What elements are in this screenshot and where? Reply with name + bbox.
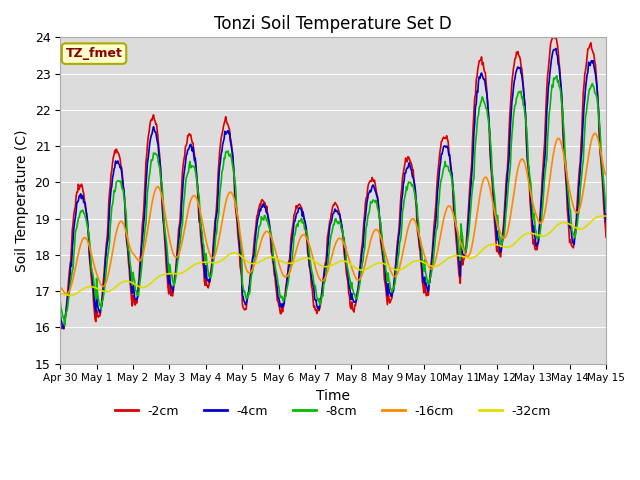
-16cm [67,284,75,290]
-4cm [179,191,186,197]
Legend: -2cm, -4cm, -8cm, -16cm, -32cm: -2cm, -4cm, -8cm, -16cm, -32cm [110,400,556,423]
-8cm [207,274,215,279]
-2cm [207,265,215,271]
Text: TZ_fmet: TZ_fmet [66,47,122,60]
-32cm [66,292,74,298]
-8cm [416,235,424,241]
-2cm [416,248,424,254]
-8cm [179,222,186,228]
Y-axis label: Soil Temperature (C): Soil Temperature (C) [15,129,29,272]
-8cm [56,298,64,303]
-4cm [552,46,560,51]
Line: -8cm: -8cm [60,76,606,325]
-16cm [179,238,186,243]
-8cm [553,73,561,79]
-16cm [416,236,424,242]
-2cm [56,317,64,323]
-2cm [60,326,68,332]
-4cm [67,260,75,265]
-4cm [123,239,131,245]
Line: -16cm: -16cm [60,133,606,294]
-16cm [207,254,215,260]
-32cm [207,260,215,265]
-4cm [207,270,215,276]
-8cm [67,277,75,283]
-16cm [62,291,70,297]
Title: Tonzi Soil Temperature Set D: Tonzi Soil Temperature Set D [214,15,452,33]
-8cm [123,228,131,233]
-16cm [400,243,408,249]
-2cm [67,257,75,263]
-4cm [602,219,610,225]
-32cm [400,265,408,271]
-4cm [400,178,408,184]
-4cm [56,311,64,317]
X-axis label: Time: Time [316,389,350,403]
-2cm [123,242,131,248]
-4cm [60,325,67,331]
-2cm [179,169,186,175]
-8cm [602,209,610,215]
-16cm [56,285,64,290]
-2cm [400,165,408,171]
-32cm [123,278,131,284]
Line: -2cm: -2cm [60,32,606,329]
-32cm [416,258,424,264]
Line: -32cm: -32cm [60,216,606,295]
-32cm [600,213,607,219]
-16cm [123,233,131,239]
-32cm [67,292,75,298]
-16cm [602,172,610,178]
-32cm [179,270,186,276]
-2cm [549,29,557,35]
-32cm [602,213,610,219]
-8cm [61,323,68,328]
-4cm [416,240,424,246]
-8cm [400,198,408,204]
Line: -4cm: -4cm [60,48,606,328]
-2cm [602,234,610,240]
-16cm [591,131,598,136]
-32cm [56,291,64,297]
